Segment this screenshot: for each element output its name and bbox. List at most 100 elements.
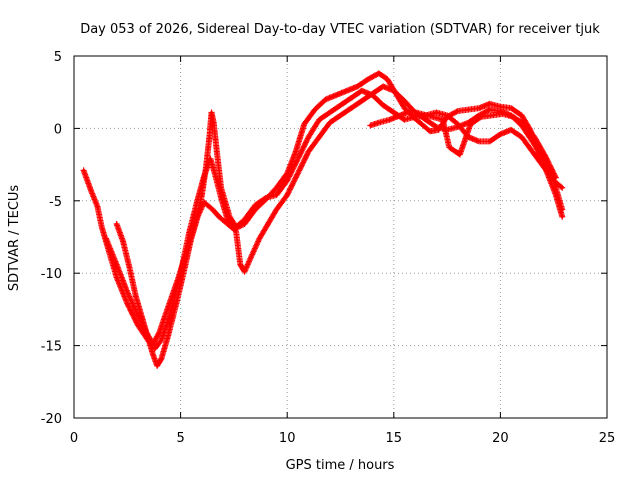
data-point [420, 122, 423, 126]
series-track-1 [80, 70, 566, 352]
data-point [488, 102, 492, 106]
series-track-4 [367, 108, 559, 181]
data-point [285, 193, 289, 197]
data-point [530, 140, 534, 143]
x-tick-label: 20 [492, 431, 509, 446]
data-point [157, 331, 161, 334]
data-point [477, 106, 481, 110]
data-point [160, 357, 163, 361]
data-point [307, 135, 310, 139]
data-point [424, 118, 428, 122]
data-point [554, 176, 558, 180]
data-point [89, 189, 93, 193]
data-point [339, 113, 342, 117]
data-point [125, 302, 129, 306]
data-point [345, 89, 349, 93]
data-point [392, 89, 396, 93]
data-point [217, 215, 221, 219]
data-point [445, 113, 449, 117]
data-point [560, 186, 564, 190]
data-point [317, 135, 321, 139]
data-point [215, 150, 219, 153]
data-point [368, 124, 372, 127]
y-tick-label: -5 [49, 195, 62, 210]
data-point [115, 222, 119, 226]
data-point [560, 208, 564, 211]
data-point [360, 89, 364, 93]
data-point [328, 111, 332, 114]
data-point [339, 103, 342, 107]
data-point [243, 270, 246, 274]
data-point [258, 237, 261, 240]
data-point [202, 200, 206, 204]
data-point [560, 215, 564, 219]
data-point [430, 115, 434, 119]
data-point [211, 208, 214, 211]
data-point [377, 71, 381, 75]
data-point [428, 129, 432, 133]
data-point [313, 108, 317, 111]
data-point [104, 237, 108, 240]
data-point [183, 266, 187, 269]
data-point [125, 290, 129, 294]
y-tick-label: 0 [54, 122, 62, 137]
series-markers [113, 83, 566, 369]
data-point [253, 203, 257, 207]
data-point [296, 171, 300, 175]
series-track-3 [113, 83, 566, 369]
data-point [121, 239, 125, 243]
data-point [204, 164, 208, 168]
data-point [115, 276, 119, 279]
data-point [520, 135, 524, 139]
data-point [490, 113, 494, 117]
data-point [509, 128, 513, 132]
data-point [522, 122, 526, 126]
data-point [264, 196, 268, 200]
data-point [456, 125, 460, 129]
data-point [243, 218, 246, 222]
data-point [307, 150, 310, 153]
data-point [499, 132, 502, 136]
x-tick-label: 0 [70, 431, 78, 446]
data-point [275, 208, 278, 211]
data-point [356, 85, 359, 88]
data-point [552, 179, 556, 182]
data-point [187, 231, 191, 235]
data-point [196, 215, 200, 219]
data-point [328, 121, 332, 125]
data-point [302, 122, 306, 126]
data-point [520, 113, 524, 117]
data-point [275, 193, 278, 197]
data-point [377, 121, 381, 125]
data-point [128, 266, 131, 269]
x-axis-label: GPS time / hours [286, 458, 395, 473]
chart-title: Day 053 of 2026, Sidereal Day-to-day VTE… [80, 22, 600, 37]
data-point [266, 222, 270, 226]
data-point [420, 112, 423, 116]
data-point [226, 222, 229, 226]
data-point [349, 106, 353, 110]
data-point [249, 255, 253, 259]
y-tick-label: -20 [41, 412, 62, 427]
data-point [285, 179, 289, 182]
x-tick-label: 5 [176, 431, 184, 446]
x-tick-label: 15 [386, 431, 403, 446]
data-point [509, 106, 513, 110]
x-tick-label: 10 [279, 431, 296, 446]
data-point [488, 140, 492, 143]
y-tick-label: 5 [54, 50, 62, 65]
data-point [398, 113, 402, 117]
axis-ticks: 0 5 10 15 20 25 -20 -15 -10 -5 0 5 [41, 50, 616, 446]
data-point [409, 109, 413, 113]
data-point [212, 121, 216, 125]
data-point [511, 115, 515, 119]
data-point [200, 193, 204, 197]
data-point [189, 237, 193, 240]
data-point [349, 96, 353, 100]
series-markers [367, 108, 559, 181]
data-point [360, 99, 364, 103]
data-point [499, 105, 502, 109]
data-point [134, 294, 138, 298]
data-point [207, 135, 211, 139]
